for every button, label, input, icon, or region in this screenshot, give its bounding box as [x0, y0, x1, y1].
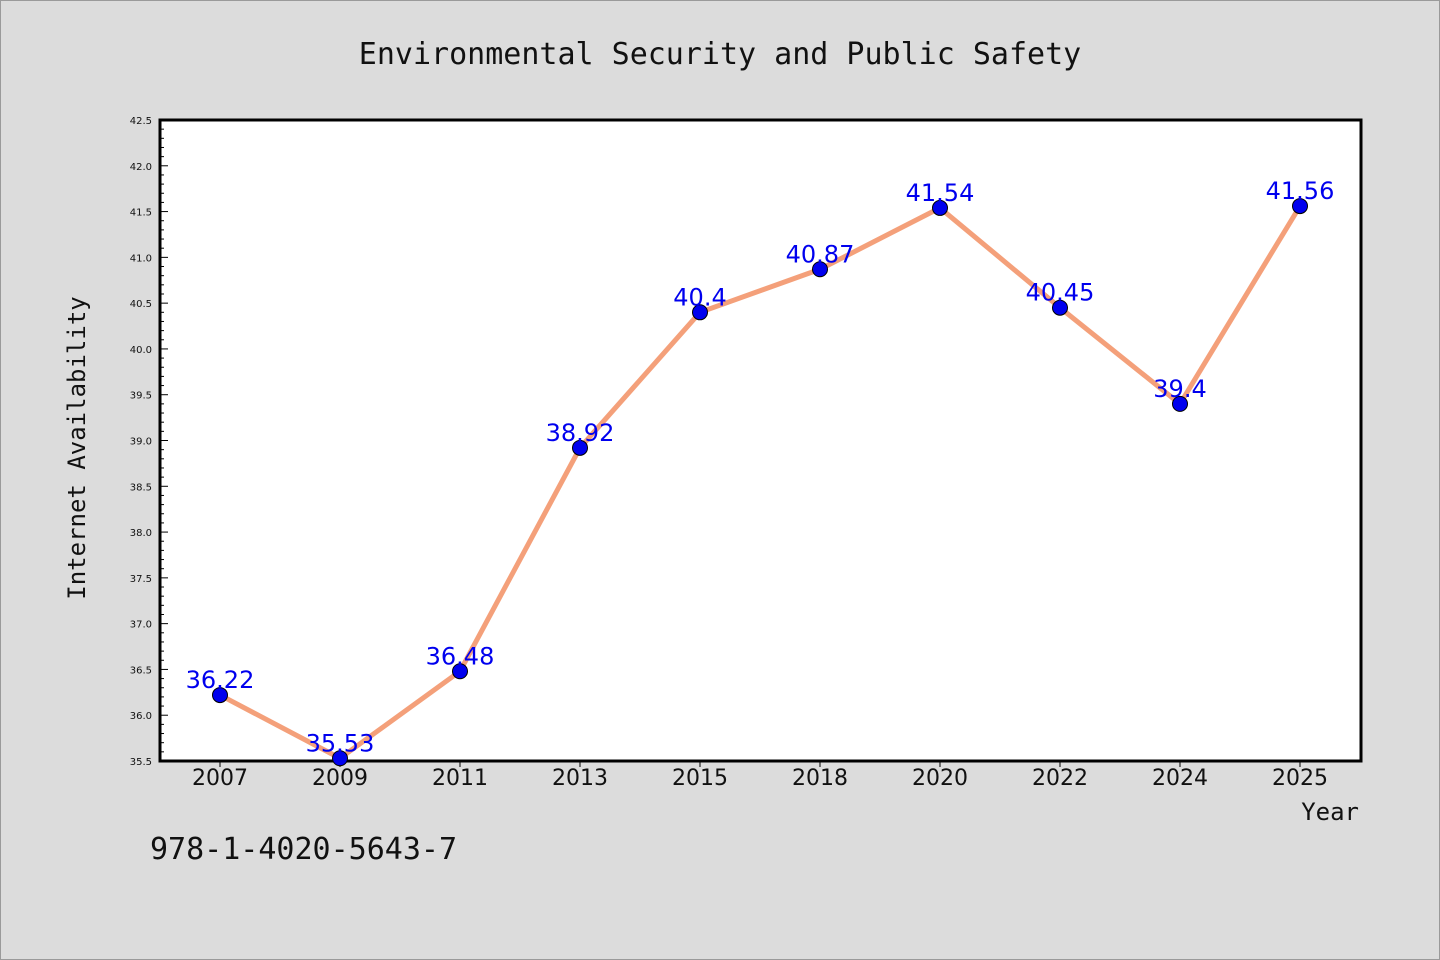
- x-tick-label: 2025: [1272, 766, 1328, 791]
- data-label: 36.22: [186, 666, 255, 694]
- x-tick-label: 2018: [792, 766, 848, 791]
- y-tick-label: 40.5: [130, 299, 152, 310]
- x-tick-label: 2015: [672, 766, 728, 791]
- data-label: 40.4: [673, 283, 726, 311]
- y-tick-label: 36.5: [130, 665, 152, 676]
- data-label: 41.54: [906, 179, 975, 207]
- y-tick-label: 37.5: [130, 574, 152, 585]
- x-tick-label: 2009: [312, 766, 368, 791]
- x-tick-label: 2022: [1032, 766, 1088, 791]
- data-labels: 36.22 35.53 36.48 38.92 40.4 40.87 41.54 40.45 3…: [186, 177, 1335, 757]
- y-tick-label: 37.0: [130, 620, 152, 631]
- x-tick-label: 2024: [1152, 766, 1208, 791]
- data-point: [332, 750, 348, 767]
- data-label: 35.53: [306, 729, 375, 757]
- x-tick-label: 2013: [552, 766, 608, 791]
- y-tick-label: 42.0: [130, 162, 152, 173]
- y-tick-label: 38.5: [130, 482, 152, 493]
- series-line: [217, 203, 1303, 761]
- x-axis-label: Year: [1301, 798, 1359, 826]
- data-label: 38.92: [546, 419, 615, 447]
- x-axis: 2007 2009 2011 2013 2015 2018 2020 2022 2024 2025: [192, 761, 1328, 791]
- y-tick-label: 40.0: [130, 345, 152, 356]
- data-point: [692, 304, 708, 321]
- y-tick-label: 38.0: [130, 528, 152, 539]
- data-point: [572, 439, 588, 456]
- plot-area: [158, 118, 1363, 763]
- series-markers: [212, 198, 1308, 767]
- y-tick-label: 39.0: [130, 437, 152, 448]
- data-point: [1052, 299, 1068, 316]
- data-label: 40.87: [786, 240, 855, 268]
- x-tick-label: 2020: [912, 766, 968, 791]
- x-tick-label: 2011: [432, 766, 488, 791]
- y-tick-label: 39.5: [130, 391, 152, 402]
- y-axis: 35.5 36.0 36.5 37.0 37.5 38.0 38.5 39.0 39.5 40.0…: [130, 116, 168, 768]
- data-label: 39.4: [1153, 375, 1206, 403]
- data-label: 41.56: [1266, 177, 1335, 205]
- data-label: 40.45: [1026, 279, 1095, 307]
- y-axis-label: Internet Availability: [63, 296, 91, 599]
- data-point: [212, 687, 228, 704]
- data-label: 36.48: [426, 642, 495, 670]
- y-tick-label: 41.5: [130, 208, 152, 219]
- chart-title: Environmental Security and Public Safety: [359, 37, 1081, 72]
- data-point: [1172, 395, 1188, 412]
- y-tick-label: 41.0: [130, 253, 152, 264]
- data-point: [1292, 198, 1308, 215]
- y-tick-label: 42.5: [130, 116, 152, 127]
- y-tick-label: 35.5: [130, 757, 152, 768]
- x-tick-label: 2007: [192, 766, 248, 791]
- data-point: [812, 261, 828, 278]
- data-point: [452, 663, 468, 680]
- data-point: [932, 199, 948, 216]
- y-tick-label: 36.0: [130, 711, 152, 722]
- footer-isbn: 978-1-4020-5643-7: [150, 832, 458, 867]
